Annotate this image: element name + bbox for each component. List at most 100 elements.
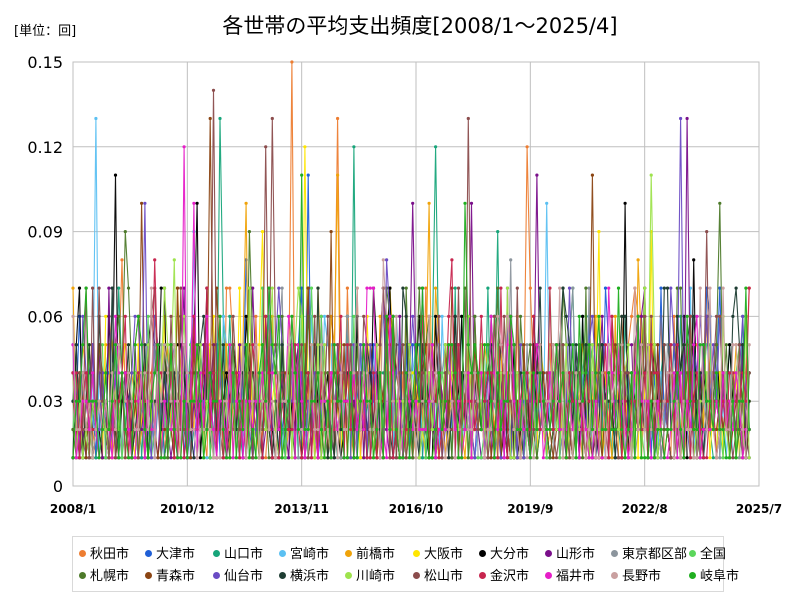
data-point: [300, 456, 304, 460]
data-point: [450, 399, 454, 403]
data-point: [417, 427, 421, 432]
data-point: [91, 371, 95, 375]
legend-marker-icon: [479, 572, 486, 579]
legend-marker-icon: [345, 550, 352, 557]
data-point: [535, 173, 539, 177]
data-point: [528, 371, 532, 375]
legend-item: 全国: [689, 543, 726, 562]
data-point: [456, 343, 461, 347]
data-point: [532, 427, 536, 432]
data-point: [309, 456, 314, 460]
data-point: [398, 371, 402, 375]
data-point: [81, 456, 85, 460]
data-point: [244, 399, 248, 403]
data-point: [332, 399, 336, 403]
legend-item: 岐阜市: [689, 565, 739, 584]
data-point: [329, 371, 333, 375]
data-point: [669, 343, 673, 347]
data-point: [273, 456, 278, 460]
data-point: [741, 399, 745, 403]
data-point: [564, 371, 568, 375]
data-point: [453, 286, 457, 290]
data-point: [420, 427, 425, 432]
data-point: [91, 456, 95, 460]
data-point: [616, 456, 621, 460]
data-point: [371, 371, 376, 375]
data-point: [518, 399, 523, 403]
data-point: [322, 456, 327, 460]
data-point: [620, 314, 624, 318]
data-point: [427, 201, 431, 205]
data-point: [731, 314, 735, 318]
data-point: [136, 314, 140, 318]
data-point: [394, 314, 398, 318]
data-point: [469, 399, 474, 403]
data-point: [590, 456, 595, 460]
data-point: [107, 427, 111, 432]
data-point: [290, 427, 294, 432]
data-point: [721, 371, 725, 375]
data-point: [336, 343, 340, 347]
data-point: [254, 399, 258, 403]
data-point: [414, 371, 418, 375]
data-point: [603, 427, 608, 432]
data-point: [548, 427, 552, 432]
data-point: [172, 258, 176, 262]
data-point: [613, 456, 617, 460]
data-point: [434, 427, 438, 432]
data-point: [247, 456, 251, 460]
data-point: [718, 201, 722, 205]
data-point: [571, 399, 575, 403]
data-point: [84, 427, 88, 432]
data-point: [407, 371, 412, 375]
data-point: [420, 456, 425, 460]
data-point: [587, 343, 591, 347]
data-point: [273, 343, 278, 347]
series-line: [72, 259, 750, 459]
data-point: [737, 343, 742, 347]
data-point: [404, 456, 408, 460]
data-point: [234, 456, 238, 460]
data-point: [741, 314, 745, 318]
data-point: [182, 343, 186, 347]
data-point: [143, 343, 147, 347]
data-point: [473, 371, 477, 375]
data-point: [643, 456, 647, 460]
data-point: [744, 399, 748, 403]
data-point: [352, 314, 356, 318]
data-point: [280, 456, 284, 460]
data-point: [479, 456, 483, 460]
data-point: [473, 456, 477, 460]
y-tick-label: 0.09: [27, 223, 63, 242]
data-point: [339, 314, 343, 318]
data-point: [561, 286, 565, 290]
data-point: [192, 456, 196, 460]
data-point: [479, 427, 483, 432]
data-point: [577, 399, 581, 403]
data-point: [685, 399, 689, 403]
data-point: [551, 456, 555, 460]
data-point: [525, 371, 529, 375]
data-point: [502, 456, 506, 460]
data-point: [440, 427, 444, 432]
data-point: [662, 427, 666, 432]
data-point: [358, 343, 363, 347]
data-point: [277, 314, 281, 318]
data-point: [708, 286, 712, 290]
data-point: [368, 286, 372, 290]
data-point: [613, 343, 617, 347]
legend-item: 福井市: [545, 565, 595, 584]
data-point: [463, 399, 467, 403]
data-point: [84, 371, 88, 375]
data-point: [355, 286, 359, 290]
data-point: [146, 314, 150, 318]
legend-marker-icon: [79, 572, 86, 579]
data-point: [541, 456, 546, 460]
data-point: [656, 343, 660, 347]
data-point: [695, 314, 699, 318]
data-point: [352, 399, 356, 403]
data-point: [267, 456, 271, 460]
data-point: [447, 456, 451, 460]
data-point: [652, 456, 657, 460]
data-point: [489, 314, 493, 318]
